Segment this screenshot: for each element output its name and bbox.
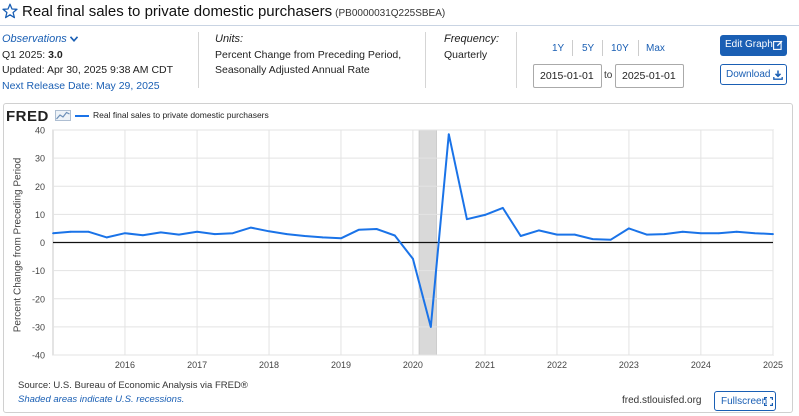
end-date-input[interactable]: 2025-01-01 <box>615 64 684 88</box>
start-date-input[interactable]: 2015-01-01 <box>533 64 602 88</box>
edit-graph-button[interactable]: Edit Graph <box>720 35 787 56</box>
source-note: Source: U.S. Bureau of Economic Analysis… <box>18 380 248 391</box>
frequency-panel: Frequency: Quarterly <box>444 32 499 63</box>
divider <box>198 32 199 88</box>
range-5y[interactable]: 5Y <box>582 43 595 54</box>
units-line-2: Seasonally Adjusted Annual Rate <box>215 64 370 76</box>
download-label: Download <box>726 69 771 80</box>
divider <box>516 32 517 88</box>
page-title: Real final sales to private domestic pur… <box>22 3 445 20</box>
title-bar: Real final sales to private domestic pur… <box>0 0 799 26</box>
chart-container <box>3 103 793 413</box>
series-id: (PB0000031Q225SBEA) <box>335 8 446 19</box>
range-1y[interactable]: 1Y <box>552 43 565 54</box>
frequency-value: Quarterly <box>444 48 488 61</box>
chevron-down-icon <box>69 36 78 43</box>
observation-period: Q1 2025: <box>2 48 46 61</box>
fred-logo: FRED <box>6 108 49 125</box>
range-divider <box>602 40 603 56</box>
fred-url: fred.stlouisfed.org <box>622 395 702 406</box>
legend-swatch <box>75 115 89 117</box>
recession-note: Shaded areas indicate U.S. recessions. <box>18 394 185 405</box>
fred-logo-mark-icon <box>55 110 71 121</box>
range-max[interactable]: Max <box>646 43 665 54</box>
observations-toggle[interactable]: Observations <box>2 33 78 45</box>
observations-label: Observations <box>2 33 67 45</box>
expand-icon <box>764 397 773 406</box>
units-line-1: Percent Change from Preceding Period, <box>215 48 402 61</box>
legend-label: Real final sales to private domestic pur… <box>93 110 269 120</box>
units-panel: Units: Percent Change from Preceding Per… <box>215 32 401 79</box>
edit-icon <box>773 40 783 50</box>
observation-value: 3.0 <box>48 48 63 61</box>
units-label: Units: <box>215 33 244 45</box>
fullscreen-label: Fullscreen <box>721 396 768 407</box>
edit-graph-label: Edit Graph <box>725 39 773 50</box>
date-to-label: to <box>604 70 613 81</box>
download-icon <box>773 70 783 80</box>
range-divider <box>572 40 573 56</box>
download-button[interactable]: Download <box>720 64 787 85</box>
favorite-star-icon[interactable] <box>2 3 18 19</box>
frequency-label: Frequency: <box>444 33 500 45</box>
updated-timestamp: Updated: Apr 30, 2025 9:38 AM CDT <box>2 64 174 76</box>
divider <box>425 32 426 88</box>
next-release-link[interactable]: Next Release Date: May 29, 2025 <box>2 79 160 92</box>
series-title: Real final sales to private domestic pur… <box>22 3 333 20</box>
observations-panel: Observations Q1 2025: 3.0 Updated: Apr 3… <box>2 32 173 94</box>
range-10y[interactable]: 10Y <box>611 43 629 54</box>
range-divider <box>638 40 639 56</box>
y-axis-title: Percent Change from Preceding Period <box>12 157 24 333</box>
fullscreen-button[interactable]: Fullscreen <box>714 391 776 411</box>
